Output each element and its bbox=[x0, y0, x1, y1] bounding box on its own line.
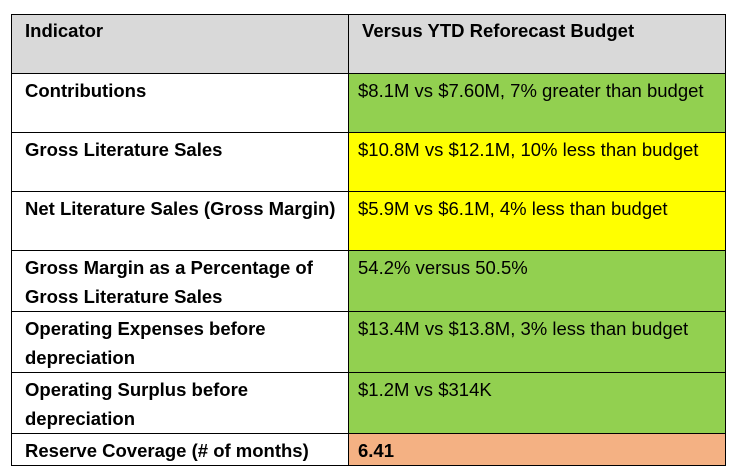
table-row: Contributions $8.1M vs $7.60M, 7% greate… bbox=[11, 73, 726, 133]
value-net-literature-sales: $5.9M vs $6.1M, 4% less than budget bbox=[348, 191, 726, 251]
indicator-table: Indicator Versus YTD Reforecast Budget C… bbox=[11, 14, 726, 466]
value-reserve-coverage: 6.41 bbox=[348, 433, 726, 466]
indicator-gross-literature-sales: Gross Literature Sales bbox=[11, 132, 349, 192]
table-header-row: Indicator Versus YTD Reforecast Budget bbox=[11, 14, 726, 74]
value-operating-surplus: $1.2M vs $314K bbox=[348, 372, 726, 434]
indicator-reserve-coverage: Reserve Coverage (# of months) bbox=[11, 433, 349, 466]
header-versus-budget: Versus YTD Reforecast Budget bbox=[348, 14, 726, 74]
value-gross-literature-sales: $10.8M vs $12.1M, 10% less than budget bbox=[348, 132, 726, 192]
value-gross-margin-percentage: 54.2% versus 50.5% bbox=[348, 250, 726, 312]
table-row: Net Literature Sales (Gross Margin) $5.9… bbox=[11, 191, 726, 251]
table-row: Gross Margin as a Percentage of Gross Li… bbox=[11, 250, 726, 312]
value-contributions: $8.1M vs $7.60M, 7% greater than budget bbox=[348, 73, 726, 133]
table-row: Reserve Coverage (# of months) 6.41 bbox=[11, 433, 726, 466]
table-row: Operating Expenses before depreciation $… bbox=[11, 311, 726, 373]
indicator-gross-margin-percentage: Gross Margin as a Percentage of Gross Li… bbox=[11, 250, 349, 312]
header-indicator: Indicator bbox=[11, 14, 349, 74]
indicator-operating-surplus: Operating Surplus before depreciation bbox=[11, 372, 349, 434]
indicator-contributions: Contributions bbox=[11, 73, 349, 133]
value-operating-expenses: $13.4M vs $13.8M, 3% less than budget bbox=[348, 311, 726, 373]
indicator-net-literature-sales: Net Literature Sales (Gross Margin) bbox=[11, 191, 349, 251]
table-row: Operating Surplus before depreciation $1… bbox=[11, 372, 726, 434]
table-row: Gross Literature Sales $10.8M vs $12.1M,… bbox=[11, 132, 726, 192]
indicator-operating-expenses: Operating Expenses before depreciation bbox=[11, 311, 349, 373]
